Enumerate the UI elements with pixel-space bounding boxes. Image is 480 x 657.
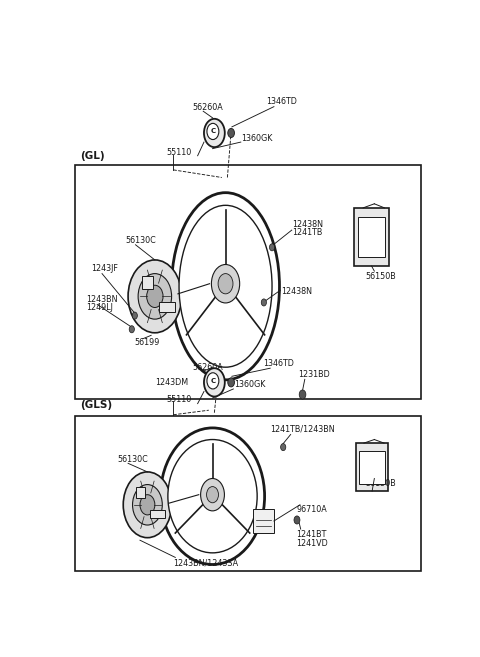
Circle shape xyxy=(204,119,225,147)
Circle shape xyxy=(228,128,234,137)
Bar xyxy=(356,443,388,491)
Circle shape xyxy=(211,265,240,303)
Text: 1241BT: 1241BT xyxy=(296,530,326,539)
Bar xyxy=(158,302,175,311)
Text: 1241TB/1243BN: 1241TB/1243BN xyxy=(270,425,335,434)
Bar xyxy=(360,451,385,484)
Ellipse shape xyxy=(172,193,279,380)
Text: 1360GK: 1360GK xyxy=(234,380,265,390)
Text: 56260A: 56260A xyxy=(192,363,223,372)
Text: 1249LJ: 1249LJ xyxy=(86,303,113,312)
Circle shape xyxy=(281,443,286,451)
Text: 12438N: 12438N xyxy=(281,287,312,296)
Circle shape xyxy=(261,299,266,306)
Circle shape xyxy=(299,390,306,399)
Circle shape xyxy=(204,368,225,397)
Circle shape xyxy=(207,373,219,389)
Circle shape xyxy=(140,495,155,515)
Text: 56150B: 56150B xyxy=(365,271,396,281)
Circle shape xyxy=(269,244,275,251)
Bar xyxy=(135,487,145,498)
Circle shape xyxy=(294,516,300,524)
Text: 1231BD: 1231BD xyxy=(298,370,330,379)
Circle shape xyxy=(201,478,225,511)
Circle shape xyxy=(228,378,234,387)
Bar xyxy=(253,509,274,533)
Text: 56130C: 56130C xyxy=(125,237,156,245)
Text: 1346TD: 1346TD xyxy=(263,359,294,368)
Text: 55110: 55110 xyxy=(166,148,191,157)
Circle shape xyxy=(147,285,163,307)
Ellipse shape xyxy=(179,205,272,367)
Text: C: C xyxy=(210,129,216,135)
Text: 1346TD: 1346TD xyxy=(266,97,297,106)
Circle shape xyxy=(138,273,172,319)
Text: C: C xyxy=(210,378,216,384)
Bar xyxy=(75,165,421,399)
Text: 56130C: 56130C xyxy=(118,455,148,464)
Circle shape xyxy=(129,326,134,333)
Circle shape xyxy=(132,312,137,319)
Text: 1360GK: 1360GK xyxy=(241,133,273,143)
Ellipse shape xyxy=(160,428,264,564)
Text: (GL): (GL) xyxy=(81,150,105,161)
Text: 56260A: 56260A xyxy=(192,102,223,112)
Bar xyxy=(142,276,153,289)
Text: 1241TB: 1241TB xyxy=(292,227,323,237)
Text: 12438N: 12438N xyxy=(292,219,324,229)
Bar xyxy=(359,217,385,257)
Text: 55110: 55110 xyxy=(166,395,191,403)
Circle shape xyxy=(132,485,162,525)
Circle shape xyxy=(207,124,219,139)
Text: 1243JF: 1243JF xyxy=(92,264,119,273)
Circle shape xyxy=(123,472,172,537)
Text: 96710A: 96710A xyxy=(296,505,327,514)
Text: (GLS): (GLS) xyxy=(81,400,113,410)
Bar xyxy=(354,208,389,266)
Text: 1241VD: 1241VD xyxy=(296,539,328,548)
Bar xyxy=(150,510,165,518)
Text: 56150B: 56150B xyxy=(365,479,396,488)
Text: 1243BN: 1243BN xyxy=(86,295,118,304)
Circle shape xyxy=(128,260,181,333)
Text: 56199: 56199 xyxy=(134,338,160,348)
Circle shape xyxy=(206,487,218,503)
Text: 1243DM: 1243DM xyxy=(155,378,188,387)
Circle shape xyxy=(218,273,233,294)
Text: 1243BN/1243SA: 1243BN/1243SA xyxy=(173,559,239,568)
Bar xyxy=(75,417,421,570)
Ellipse shape xyxy=(168,440,257,553)
